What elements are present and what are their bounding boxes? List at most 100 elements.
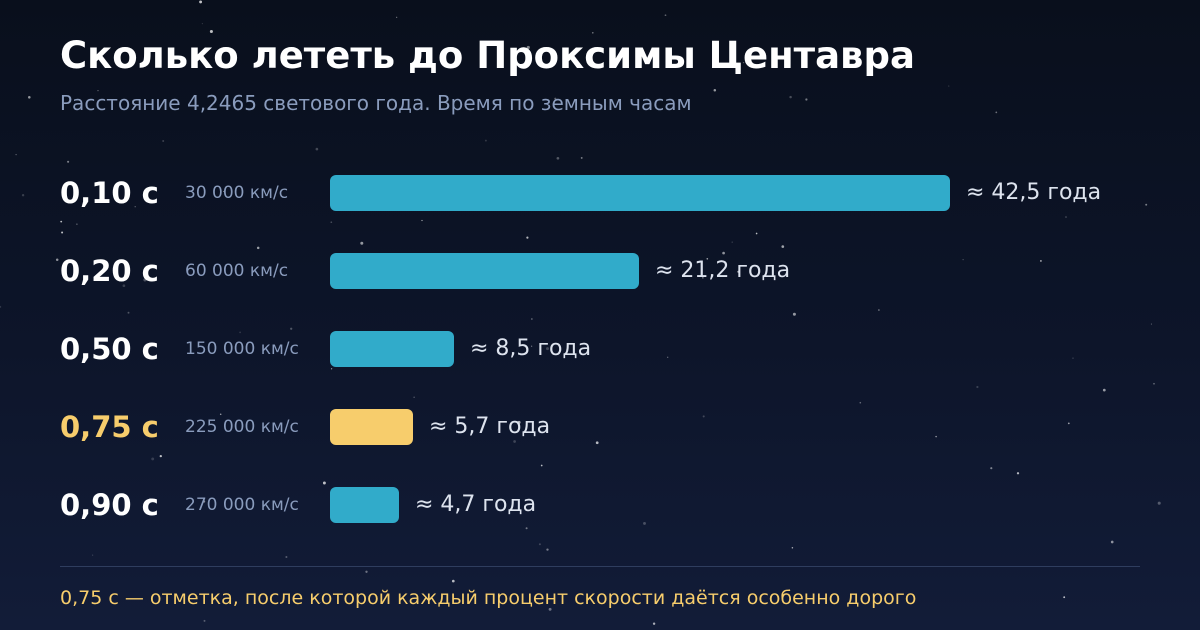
- bar-row: 0,10 c 30 000 км/с ≈ 42,5 года: [0, 173, 1200, 213]
- star: [319, 602, 321, 604]
- star: [1065, 216, 1067, 218]
- speed-kms-label: 150 000 км/с: [185, 339, 299, 359]
- star: [935, 435, 937, 438]
- speed-kms-label: 60 000 км/с: [185, 261, 289, 281]
- star: [713, 89, 717, 92]
- travel-time-bar: [330, 409, 413, 445]
- star: [127, 311, 130, 314]
- star: [1153, 382, 1155, 385]
- star: [1150, 323, 1152, 325]
- star: [789, 95, 792, 99]
- star: [791, 547, 794, 549]
- star: [540, 464, 543, 467]
- star: [554, 97, 557, 100]
- star: [531, 345, 533, 347]
- star: [548, 607, 552, 611]
- star: [722, 251, 725, 255]
- star: [595, 441, 599, 445]
- star: [67, 160, 70, 163]
- star: [526, 45, 530, 50]
- star: [702, 277, 704, 279]
- bar-row: 0,75 c 225 000 км/с ≈ 5,7 года: [0, 407, 1200, 447]
- star: [1016, 472, 1020, 475]
- star: [805, 98, 808, 101]
- star: [706, 257, 709, 260]
- star: [1039, 259, 1042, 262]
- star: [1102, 388, 1106, 392]
- star: [859, 401, 862, 404]
- star: [531, 318, 533, 320]
- star: [652, 622, 656, 625]
- star: [209, 29, 213, 34]
- star: [781, 245, 785, 248]
- star: [97, 89, 99, 92]
- star: [755, 232, 758, 235]
- star: [223, 190, 225, 193]
- star: [962, 259, 964, 261]
- speed-kms-label: 225 000 км/с: [185, 417, 299, 437]
- star: [239, 331, 241, 334]
- bar-row: 0,50 c 150 000 км/с ≈ 8,5 года: [0, 329, 1200, 369]
- star: [737, 270, 740, 273]
- star: [517, 420, 521, 424]
- speed-label: 0,75 c: [60, 410, 159, 444]
- star: [546, 347, 549, 351]
- star: [330, 221, 333, 224]
- star: [731, 241, 733, 243]
- star: [484, 139, 487, 142]
- star: [290, 327, 293, 330]
- chart-subtitle: Расстояние 4,2465 светового года. Время …: [60, 91, 692, 115]
- star: [148, 498, 152, 502]
- star: [591, 31, 594, 34]
- speed-label: 0,90 c: [60, 488, 159, 522]
- speed-kms-label: 30 000 км/с: [185, 183, 289, 203]
- star: [60, 220, 63, 223]
- footnote: 0,75 c — отметка, после которой каждый п…: [60, 587, 917, 609]
- star: [1067, 422, 1070, 425]
- star: [396, 16, 398, 18]
- star: [546, 548, 549, 551]
- star: [0, 305, 2, 308]
- chart-title: Сколько лететь до Проксимы Центавра: [60, 34, 915, 77]
- speed-label: 0,20 c: [60, 254, 159, 288]
- star: [747, 53, 750, 56]
- travel-time-label: ≈ 5,7 года: [429, 414, 551, 439]
- star: [948, 85, 950, 87]
- star: [667, 356, 669, 358]
- speed-label: 0,10 c: [60, 176, 159, 210]
- star: [525, 527, 528, 530]
- star: [1110, 540, 1114, 544]
- star: [201, 23, 203, 25]
- star: [1063, 596, 1066, 599]
- star: [15, 153, 17, 156]
- star: [315, 147, 319, 151]
- star: [92, 554, 94, 556]
- star: [21, 194, 25, 197]
- star: [501, 345, 505, 348]
- star: [664, 14, 667, 17]
- star: [990, 467, 993, 470]
- star: [976, 385, 979, 389]
- star: [1157, 501, 1161, 505]
- star: [580, 156, 583, 159]
- star: [742, 62, 745, 64]
- travel-time-bar: [330, 487, 399, 523]
- bar-row: 0,20 c 60 000 км/с ≈ 21,2 года: [0, 251, 1200, 291]
- star: [219, 413, 222, 416]
- star: [360, 241, 364, 245]
- star: [702, 415, 705, 418]
- bar-row: 0,90 c 270 000 км/с ≈ 4,7 года: [0, 485, 1200, 525]
- star: [159, 454, 162, 458]
- star: [76, 223, 78, 225]
- star: [134, 206, 136, 208]
- travel-time-label: ≈ 4,7 года: [415, 492, 537, 517]
- star: [322, 481, 326, 485]
- star: [792, 312, 796, 316]
- travel-time-bar: [330, 253, 639, 289]
- star: [122, 284, 126, 288]
- travel-time-bar: [330, 175, 950, 211]
- star: [202, 500, 206, 503]
- star: [451, 579, 455, 583]
- star: [55, 258, 59, 261]
